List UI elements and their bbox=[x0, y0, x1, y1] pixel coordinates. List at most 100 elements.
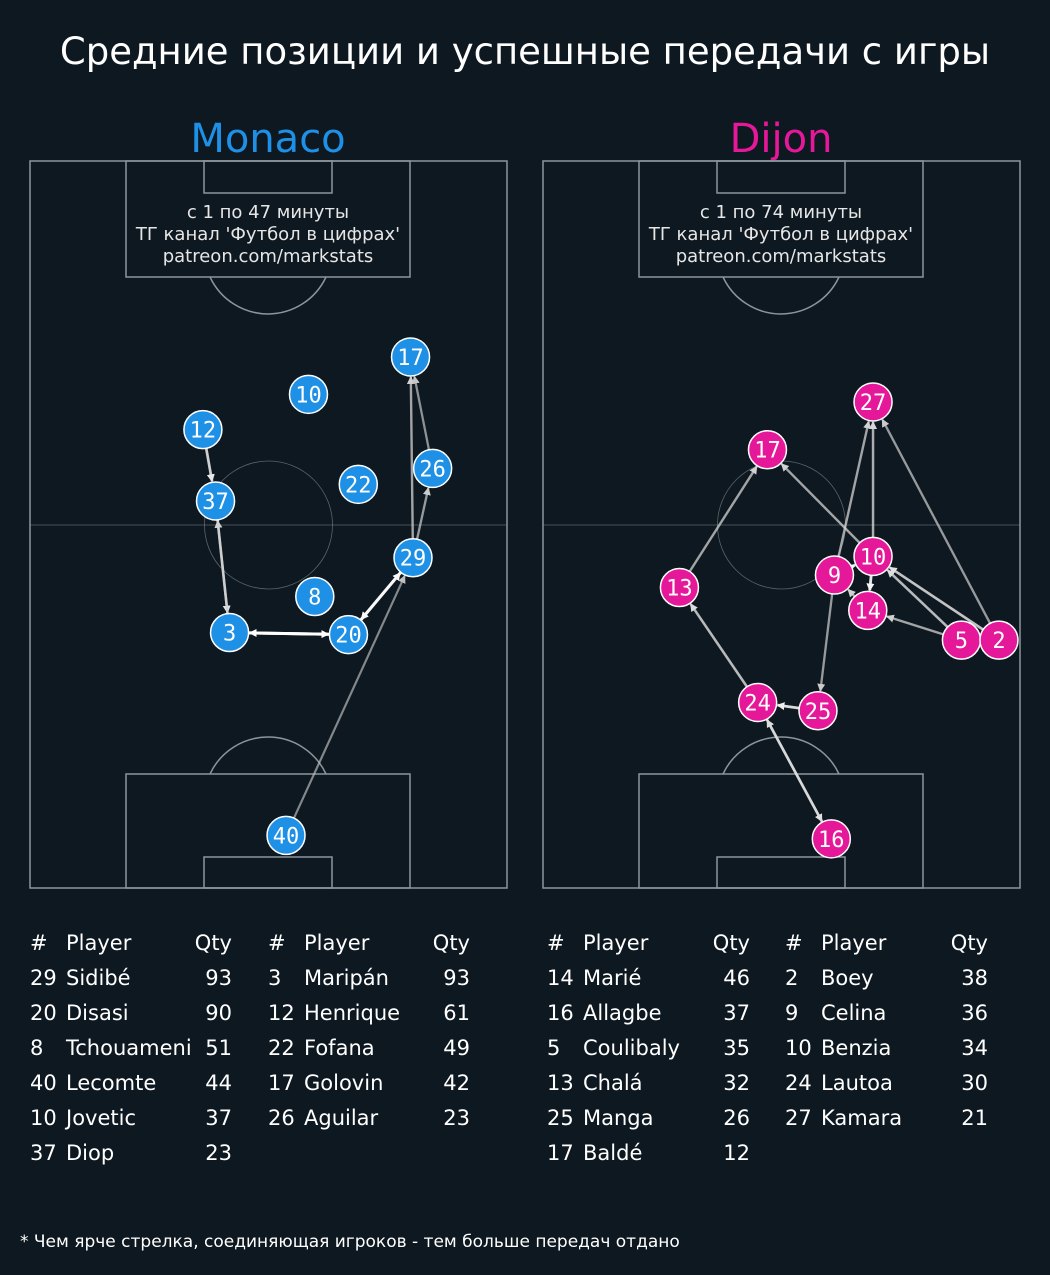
player-number-10: 10 bbox=[295, 383, 322, 408]
player-table-monaco-1: # Player Qty 29 Sidibé 93 20 Disasi 90 8 Tchouamen… bbox=[30, 926, 232, 1171]
table-row: 25 Manga 26 bbox=[547, 1101, 750, 1136]
cell-qty: 32 bbox=[723, 1071, 750, 1095]
cell-number: 14 bbox=[547, 966, 574, 990]
player-number-17: 17 bbox=[754, 439, 781, 464]
cell-qty: 30 bbox=[961, 1071, 988, 1095]
cell-qty: 34 bbox=[961, 1036, 988, 1060]
player-marker-27 bbox=[853, 382, 893, 422]
cell-player: Diop bbox=[66, 1141, 115, 1165]
cell-player: Fofana bbox=[304, 1036, 375, 1060]
cell-qty: 46 bbox=[723, 966, 750, 990]
player-number-40: 40 bbox=[273, 824, 300, 849]
player-marker-24 bbox=[737, 682, 778, 723]
pass-arrow-2-to-10 bbox=[888, 566, 984, 631]
player-table-dijon-1: # Player Qty 14 Marié 46 16 Allagbe 37 5 Coulibaly… bbox=[547, 926, 750, 1171]
pass-arrow-9-to-25 bbox=[817, 593, 834, 692]
table-row: 12 Henrique 61 bbox=[268, 996, 470, 1031]
table-row: 10 Jovetic 37 bbox=[30, 1101, 232, 1136]
penalty-arc-bottom bbox=[209, 736, 327, 775]
table-row: 24 Lautoa 30 bbox=[785, 1066, 988, 1101]
goal-box-top bbox=[203, 160, 333, 194]
player-number-3: 3 bbox=[223, 622, 236, 647]
player-table-monaco-2: # Player Qty 3 Maripán 93 12 Henrique 61 22 Fofana… bbox=[268, 926, 470, 1136]
cell-qty: 90 bbox=[205, 1001, 232, 1025]
pass-arrow-3-to-37 bbox=[214, 519, 229, 614]
table-row: 2 Boey 38 bbox=[785, 961, 988, 996]
cell-player: Coulibaly bbox=[583, 1036, 680, 1060]
cell-qty: 49 bbox=[443, 1036, 470, 1060]
cell-number: 10 bbox=[785, 1036, 812, 1060]
cell-qty: 61 bbox=[443, 1001, 470, 1025]
cell-number: 17 bbox=[268, 1071, 295, 1095]
cell-number: # bbox=[785, 931, 803, 955]
player-marker-16 bbox=[811, 819, 852, 859]
cell-number: 2 bbox=[785, 966, 799, 990]
info-line: с 1 по 74 минуты bbox=[699, 202, 863, 223]
cell-number: 9 bbox=[785, 1001, 799, 1025]
pass-arrow-5-to-10 bbox=[886, 569, 949, 628]
pass-arrow-20-to-3 bbox=[248, 628, 330, 637]
player-marker-10 bbox=[853, 536, 893, 577]
table-header: # Player Qty bbox=[547, 926, 750, 961]
cell-number: 12 bbox=[268, 1001, 295, 1025]
table-header: # Player Qty bbox=[30, 926, 232, 961]
goal-box-bottom bbox=[203, 856, 333, 889]
footnote: * Чем ярче стрелка, соединяющая игроков … bbox=[20, 1232, 680, 1252]
player-marker-2 bbox=[979, 620, 1019, 660]
table-row: 27 Kamara 21 bbox=[785, 1101, 988, 1136]
cell-player: Disasi bbox=[66, 1001, 129, 1025]
cell-number: 27 bbox=[785, 1106, 812, 1130]
table-row: 5 Coulibaly 35 bbox=[547, 1031, 750, 1066]
cell-player: Baldé bbox=[583, 1141, 643, 1165]
cell-number: 26 bbox=[268, 1106, 295, 1130]
table-row: 16 Allagbe 37 bbox=[547, 996, 750, 1031]
pass-arrow-13-to-17 bbox=[688, 465, 758, 573]
center-circle bbox=[204, 460, 333, 590]
player-number-22: 22 bbox=[345, 473, 372, 498]
cell-qty: 23 bbox=[205, 1141, 232, 1165]
cell-player: Tchouameni bbox=[66, 1036, 192, 1060]
pass-arrow-24-to-13 bbox=[689, 603, 749, 688]
pass-arrow-16-to-24 bbox=[766, 719, 824, 823]
cell-number: # bbox=[268, 931, 286, 955]
cell-number: 24 bbox=[785, 1071, 812, 1095]
pass-arrow-29-to-17 bbox=[406, 375, 415, 539]
pass-arrow-29-to-26 bbox=[415, 486, 431, 540]
player-number-25: 25 bbox=[805, 700, 832, 725]
table-header: # Player Qty bbox=[268, 926, 470, 961]
pitch-outline bbox=[542, 160, 1021, 889]
cell-player: Player bbox=[66, 931, 132, 955]
team-name-monaco: Monaco bbox=[190, 116, 346, 162]
player-number-29: 29 bbox=[400, 547, 427, 572]
pass-arrow-9-to-27 bbox=[837, 420, 872, 557]
cell-player: Manga bbox=[583, 1106, 654, 1130]
player-marker-25 bbox=[798, 691, 838, 731]
cell-qty: 35 bbox=[723, 1036, 750, 1060]
cell-number: 29 bbox=[30, 966, 57, 990]
pass-arrow-5-to-14 bbox=[885, 614, 944, 636]
goal-box-top bbox=[716, 160, 846, 194]
goal-box-bottom bbox=[716, 856, 846, 889]
player-number-37: 37 bbox=[202, 490, 229, 515]
cell-number: 37 bbox=[30, 1141, 57, 1165]
info-line: ТГ канал 'Футбол в цифрах' bbox=[135, 224, 401, 245]
table-row: 37 Diop 23 bbox=[30, 1136, 232, 1171]
penalty-box-bottom bbox=[638, 773, 924, 889]
cell-number: 8 bbox=[30, 1036, 44, 1060]
cell-player: Marié bbox=[583, 966, 642, 990]
info-line: patreon.com/markstats bbox=[162, 246, 374, 267]
table-row: 20 Disasi 90 bbox=[30, 996, 232, 1031]
cell-qty: Qty bbox=[712, 931, 750, 955]
penalty-arc-bottom bbox=[722, 736, 840, 775]
info-line: с 1 по 47 минуты bbox=[186, 202, 350, 223]
cell-player: Allagbe bbox=[583, 1001, 662, 1025]
table-row: 29 Sidibé 93 bbox=[30, 961, 232, 996]
cell-player: Sidibé bbox=[66, 966, 131, 990]
cell-qty: 42 bbox=[443, 1071, 470, 1095]
table-header: # Player Qty bbox=[785, 926, 988, 961]
player-marker-29 bbox=[393, 537, 433, 578]
player-number-17: 17 bbox=[397, 346, 424, 371]
player-marker-12 bbox=[183, 409, 223, 450]
pass-arrow-2-to-27 bbox=[881, 418, 992, 624]
